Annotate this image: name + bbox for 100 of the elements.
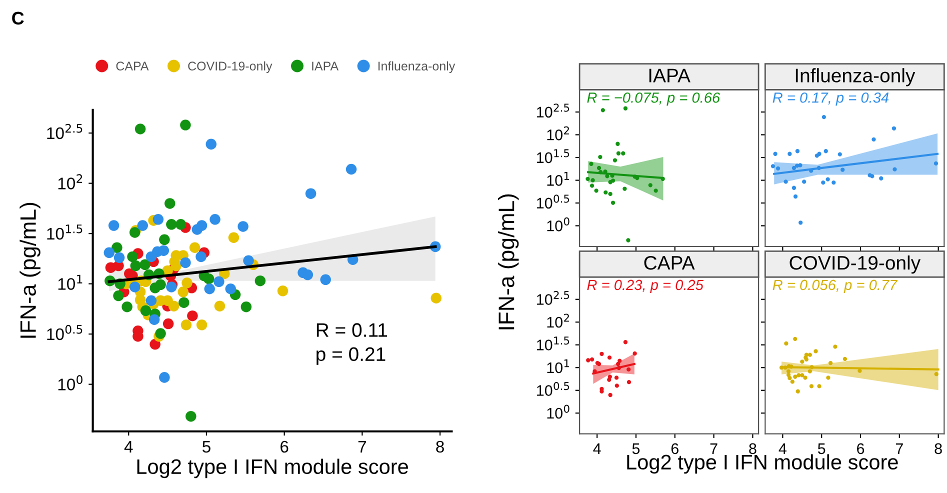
- point: [870, 174, 874, 178]
- x-tick-label: 7: [358, 441, 366, 452]
- point: [808, 369, 812, 374]
- point: [773, 152, 778, 156]
- point: [113, 290, 124, 302]
- point: [842, 356, 848, 362]
- x-tick-label: 7: [896, 443, 903, 454]
- point: [614, 376, 619, 380]
- y-tick-label: 10$^{2.5}$: [47, 124, 82, 140]
- x-tick-label: 4: [778, 443, 786, 454]
- point: [196, 220, 208, 231]
- point: [833, 344, 838, 349]
- point: [934, 161, 938, 166]
- point: [155, 279, 166, 290]
- point: [164, 198, 176, 209]
- chart-title: IAPA: [649, 68, 690, 82]
- point: [305, 188, 316, 199]
- point: [793, 336, 798, 341]
- point: [277, 286, 288, 296]
- point: [612, 158, 618, 162]
- point: [159, 372, 170, 383]
- point: [610, 200, 616, 205]
- point: [828, 360, 833, 366]
- y-axis-title: IFN-a (pg/mL): [498, 194, 519, 330]
- point: [130, 260, 142, 272]
- point: [104, 247, 115, 258]
- point: [122, 301, 132, 312]
- y-tick-label: 10$^{2}$: [58, 174, 82, 190]
- y-tick-label: 10$^{1.5}$: [537, 149, 570, 164]
- point: [158, 245, 170, 256]
- point: [792, 166, 796, 170]
- point: [892, 167, 897, 172]
- point: [879, 176, 884, 180]
- point: [180, 320, 192, 330]
- y-tick-label: 10$^{1}$: [547, 359, 570, 374]
- x-tick-label: 7: [710, 443, 718, 454]
- point: [798, 163, 802, 168]
- point: [180, 120, 191, 130]
- point: [626, 367, 631, 372]
- point: [586, 358, 590, 362]
- x-tick-label: 6: [671, 443, 678, 454]
- point: [590, 357, 594, 362]
- point: [196, 251, 206, 262]
- y-tick-label: 10$^{1}$: [547, 172, 570, 186]
- annotation: R = −0.075, p = 0.66: [587, 92, 720, 106]
- point: [826, 376, 830, 380]
- point: [346, 164, 357, 175]
- legend-label: Influenza-only: [378, 61, 456, 73]
- point: [607, 356, 612, 360]
- point: [817, 152, 822, 156]
- point: [784, 341, 788, 346]
- point: [622, 186, 627, 191]
- y-tick-label: 10$^{1.5}$: [537, 336, 570, 350]
- point: [600, 352, 604, 356]
- point: [114, 252, 125, 264]
- legend-label: COVID-19-only: [188, 61, 272, 73]
- y-tick-label: 10$^{1.5}$: [47, 224, 82, 240]
- point: [162, 318, 174, 330]
- point: [872, 137, 876, 142]
- point: [170, 250, 182, 261]
- point: [822, 114, 826, 120]
- point: [170, 260, 182, 272]
- point: [610, 178, 616, 183]
- x-tick-label: 6: [857, 443, 864, 454]
- point: [623, 340, 628, 344]
- legend-label: IAPA: [312, 62, 339, 70]
- point: [614, 384, 619, 388]
- point: [817, 384, 822, 388]
- annotation: R = 0.11: [316, 323, 387, 337]
- text: C: [12, 12, 24, 25]
- point: [654, 188, 658, 193]
- point: [790, 380, 794, 384]
- point: [166, 219, 177, 230]
- y-tick-label: 10$^{2.5}$: [537, 104, 570, 118]
- annotation: R = 0.056, p = 0.77: [772, 280, 898, 294]
- point: [140, 259, 150, 270]
- point: [814, 349, 818, 354]
- y-tick-label: 10$^{2}$: [547, 126, 569, 140]
- point: [598, 154, 602, 160]
- point: [788, 152, 792, 156]
- point: [178, 297, 190, 308]
- y-axis-title: IFN-a (pg/mL): [20, 202, 40, 338]
- point: [186, 410, 196, 422]
- point: [804, 352, 809, 357]
- point: [159, 234, 170, 246]
- point: [210, 214, 220, 225]
- point: [302, 269, 314, 280]
- point: [840, 168, 845, 172]
- point: [616, 151, 621, 156]
- point: [623, 106, 628, 110]
- point: [795, 149, 800, 154]
- point: [776, 166, 780, 171]
- point: [788, 376, 792, 380]
- chart-title: Influenza-only: [796, 68, 916, 86]
- point: [175, 219, 186, 230]
- point: [155, 328, 166, 339]
- annotation: R = 0.23, p = 0.25: [587, 280, 704, 294]
- point: [127, 251, 138, 262]
- y-tick-label: 10$^{0}$: [58, 375, 82, 390]
- y-tick-label: 10$^{0.5}$: [537, 194, 570, 209]
